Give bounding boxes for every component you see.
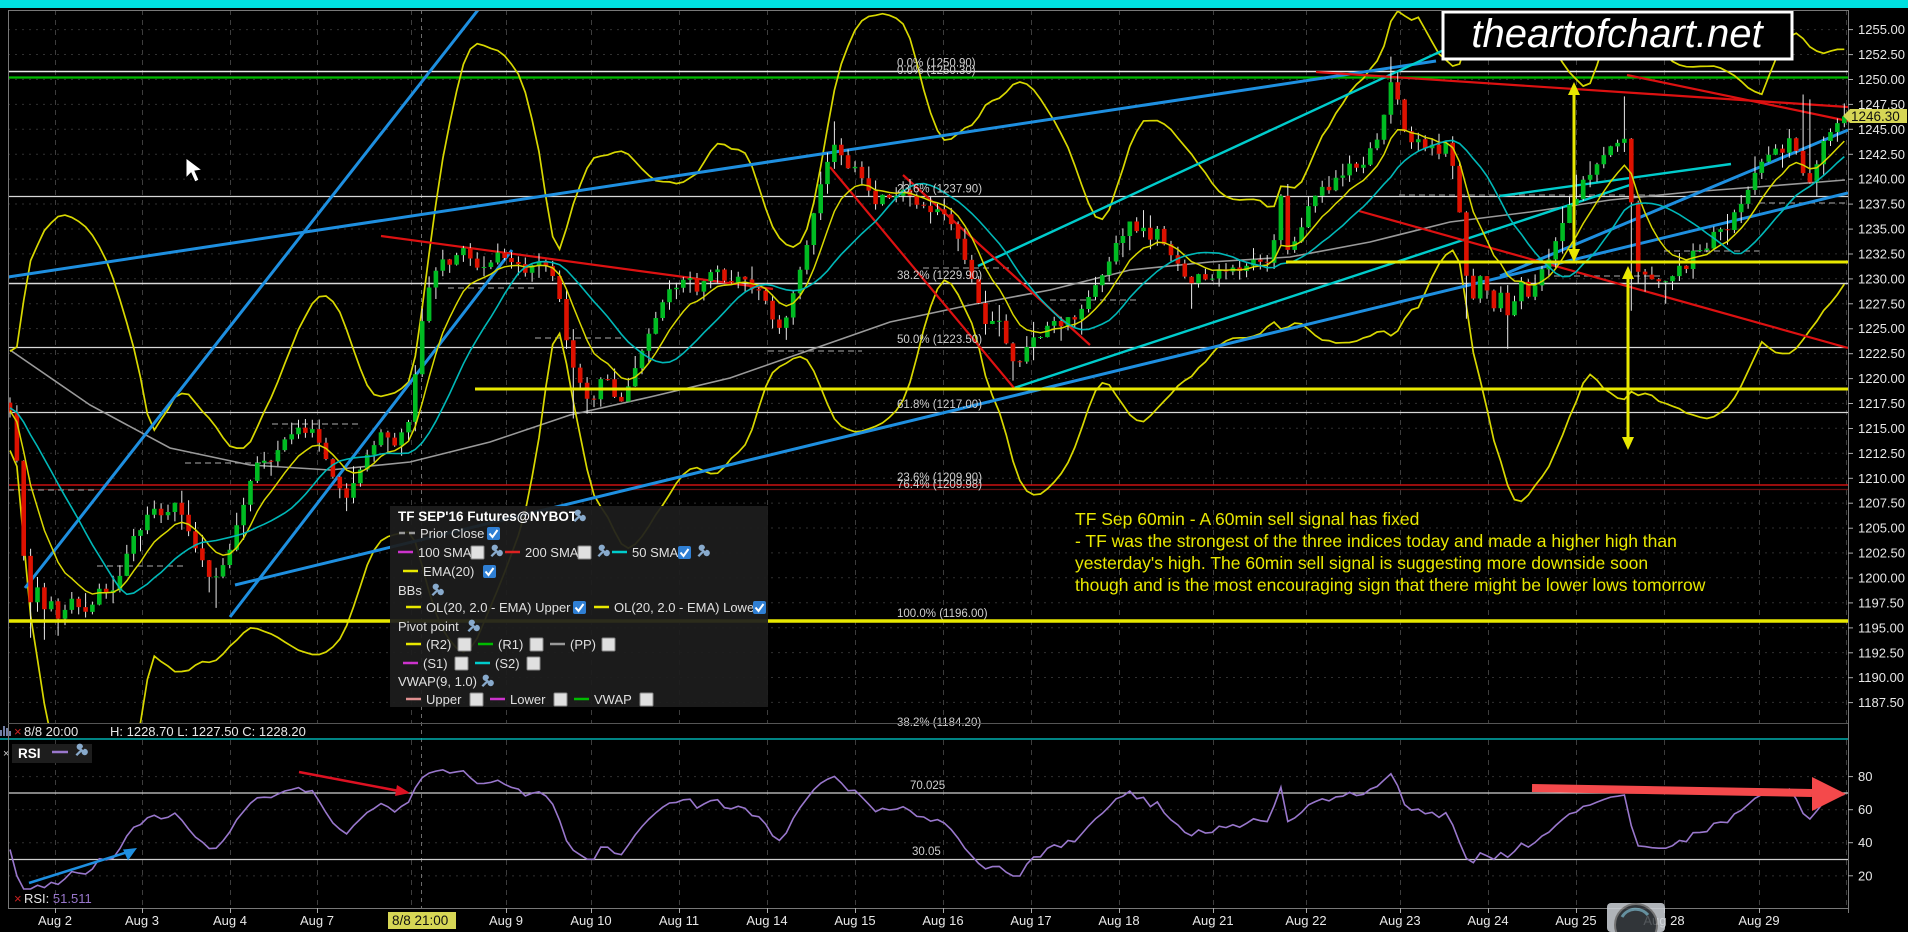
svg-text:Aug 10: Aug 10 xyxy=(570,913,611,928)
svg-text:TF Sep 60min - A 60min sell si: TF Sep 60min - A 60min sell signal has f… xyxy=(1075,509,1419,529)
svg-text:100 SMA: 100 SMA xyxy=(418,545,472,560)
svg-text:50 SMA: 50 SMA xyxy=(632,545,679,560)
svg-text:23.6% (1237.90): 23.6% (1237.90) xyxy=(897,184,982,196)
svg-text:Aug 23: Aug 23 xyxy=(1379,913,1420,928)
svg-text:50.0% (1223.50): 50.0% (1223.50) xyxy=(897,334,982,346)
svg-text:Aug 24: Aug 24 xyxy=(1467,913,1508,928)
svg-text:theartofchart.net: theartofchart.net xyxy=(1471,12,1764,56)
svg-text:40: 40 xyxy=(1858,835,1872,850)
svg-text:1215.00: 1215.00 xyxy=(1858,421,1905,436)
svg-text:76.4% (1209.98): 76.4% (1209.98) xyxy=(897,479,982,491)
svg-text:23.6% (1209.90): 23.6% (1209.90) xyxy=(897,472,982,484)
svg-text:1197.50: 1197.50 xyxy=(1858,595,1904,610)
svg-text:1245.00: 1245.00 xyxy=(1858,122,1905,137)
svg-text:Aug 3: Aug 3 xyxy=(125,913,159,928)
svg-text:1200.00: 1200.00 xyxy=(1858,571,1905,586)
svg-text:1255.00: 1255.00 xyxy=(1858,22,1905,37)
svg-text:Aug 29: Aug 29 xyxy=(1738,913,1779,928)
svg-text:1207.50: 1207.50 xyxy=(1858,496,1905,511)
svg-text:200 SMA: 200 SMA xyxy=(525,545,579,560)
svg-text:Aug 21: Aug 21 xyxy=(1192,913,1233,928)
svg-text:though and is the most encoura: though and is the most encouraging sign … xyxy=(1075,575,1706,595)
svg-text:- TF was the strongest of the: - TF was the strongest of the three indi… xyxy=(1075,531,1677,551)
svg-text:Aug 17: Aug 17 xyxy=(1010,913,1051,928)
svg-text:1227.50: 1227.50 xyxy=(1858,296,1905,311)
svg-text:1235.00: 1235.00 xyxy=(1858,222,1905,237)
svg-text:1230.00: 1230.00 xyxy=(1858,271,1905,286)
svg-text:38.2% (1229.90): 38.2% (1229.90) xyxy=(897,270,982,282)
svg-text:61.8% (1217.00): 61.8% (1217.00) xyxy=(897,399,982,411)
svg-text:70.025: 70.025 xyxy=(910,780,945,792)
svg-text:Pivot point: Pivot point xyxy=(398,619,459,634)
svg-text:Lower: Lower xyxy=(510,692,546,707)
svg-text:1246.30: 1246.30 xyxy=(1851,109,1900,124)
svg-text:Aug 25: Aug 25 xyxy=(1555,913,1596,928)
svg-text:80: 80 xyxy=(1858,769,1872,784)
svg-text:60: 60 xyxy=(1858,802,1872,817)
svg-text:×: × xyxy=(14,724,22,739)
svg-text:TF SEP'16 Futures@NYBOT: TF SEP'16 Futures@NYBOT xyxy=(398,509,578,524)
svg-text:Prior Close: Prior Close xyxy=(420,526,484,541)
svg-text:1190.00: 1190.00 xyxy=(1858,670,1904,685)
svg-text:1240.00: 1240.00 xyxy=(1858,172,1905,187)
svg-text:1252.50: 1252.50 xyxy=(1858,47,1905,62)
svg-text:Aug 18: Aug 18 xyxy=(1098,913,1139,928)
svg-text:1247.50: 1247.50 xyxy=(1858,97,1905,112)
svg-text:RSI: RSI xyxy=(18,746,41,761)
svg-text:1242.50: 1242.50 xyxy=(1858,147,1905,162)
svg-text:Aug 14: Aug 14 xyxy=(746,913,787,928)
svg-text:Aug 4: Aug 4 xyxy=(213,913,247,928)
svg-text:100.0% (1196.00): 100.0% (1196.00) xyxy=(897,608,988,620)
svg-text:20: 20 xyxy=(1858,868,1872,883)
svg-text:1250.00: 1250.00 xyxy=(1858,72,1905,87)
svg-text:1210.00: 1210.00 xyxy=(1858,471,1905,486)
svg-text:30.05: 30.05 xyxy=(912,846,941,858)
svg-text:Upper: Upper xyxy=(426,692,462,707)
svg-text:1222.50: 1222.50 xyxy=(1858,346,1905,361)
svg-text:1225.00: 1225.00 xyxy=(1858,321,1905,336)
svg-text:EMA(20): EMA(20) xyxy=(423,564,474,579)
svg-text:Aug 16: Aug 16 xyxy=(922,913,963,928)
svg-text:(R1): (R1) xyxy=(498,637,523,652)
svg-text:OL(20, 2.0 - EMA) Upper: OL(20, 2.0 - EMA) Upper xyxy=(426,600,571,615)
svg-text:1192.50: 1192.50 xyxy=(1858,645,1904,660)
svg-text:1220.00: 1220.00 xyxy=(1858,371,1905,386)
svg-text:8/8 20:00: 8/8 20:00 xyxy=(24,724,78,739)
svg-text:1195.00: 1195.00 xyxy=(1858,620,1904,635)
svg-text:VWAP: VWAP xyxy=(594,692,632,707)
svg-text:1202.50: 1202.50 xyxy=(1858,546,1905,561)
svg-text:H: 1228.70 L: 1227.50 C: 122: H: 1228.70 L: 1227.50 C: 1228.20 xyxy=(110,724,306,739)
svg-text:VWAP(9, 1.0): VWAP(9, 1.0) xyxy=(398,674,477,689)
svg-text:1187.50: 1187.50 xyxy=(1858,695,1904,710)
svg-text:yesterday's high. The 60min se: yesterday's high. The 60min sell signal … xyxy=(1075,553,1648,573)
svg-text:0.0% (1250.90): 0.0% (1250.90) xyxy=(897,58,976,70)
svg-text:Aug 11: Aug 11 xyxy=(659,913,699,928)
svg-text:BBs: BBs xyxy=(398,583,422,598)
svg-text:1237.50: 1237.50 xyxy=(1858,197,1905,212)
svg-text:(S2): (S2) xyxy=(495,656,520,671)
svg-text:(PP): (PP) xyxy=(570,637,596,652)
svg-text:(R2): (R2) xyxy=(426,637,451,652)
svg-text:RSI: 51.511: RSI: 51.511 xyxy=(24,891,92,906)
svg-text:0.0% (1250.30): 0.0% (1250.30) xyxy=(897,65,976,77)
svg-text:OL(20, 2.0 - EMA) Lower: OL(20, 2.0 - EMA) Lower xyxy=(614,600,759,615)
svg-text:Aug 7: Aug 7 xyxy=(300,913,334,928)
svg-text:8/8 21:00: 8/8 21:00 xyxy=(392,913,448,928)
svg-text:1212.50: 1212.50 xyxy=(1858,446,1905,461)
svg-text:1217.50: 1217.50 xyxy=(1858,396,1905,411)
svg-text:Aug 2: Aug 2 xyxy=(38,913,72,928)
svg-text:(S1): (S1) xyxy=(423,656,448,671)
svg-text:Aug 22: Aug 22 xyxy=(1285,913,1326,928)
svg-text:Aug 9: Aug 9 xyxy=(489,913,523,928)
svg-text:Aug 15: Aug 15 xyxy=(834,913,875,928)
svg-text:1205.00: 1205.00 xyxy=(1858,521,1905,536)
svg-text:×: × xyxy=(14,891,22,906)
svg-text:1232.50: 1232.50 xyxy=(1858,247,1905,262)
svg-text:×: × xyxy=(3,748,9,760)
